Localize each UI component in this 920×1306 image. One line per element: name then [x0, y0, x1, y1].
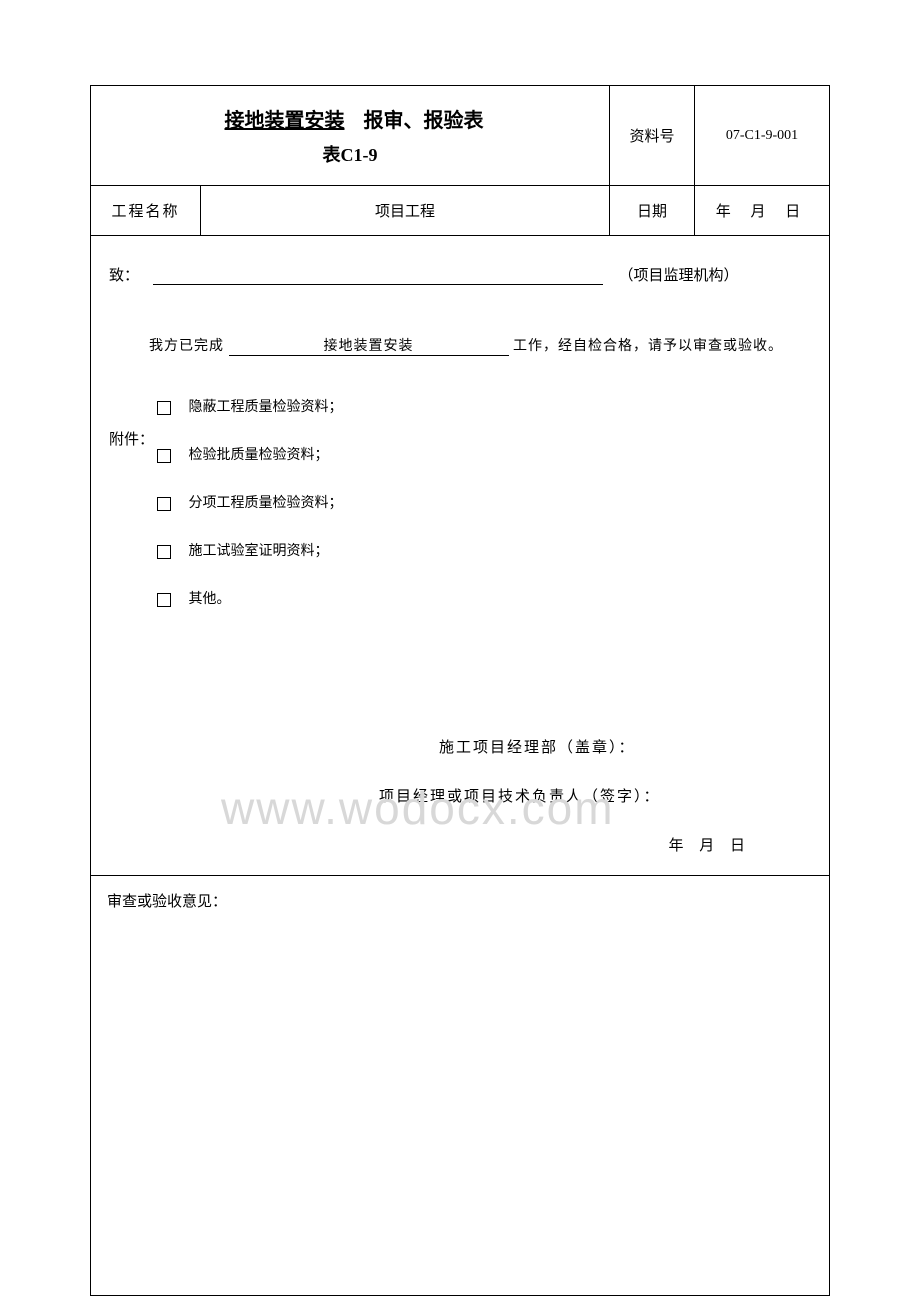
date-label: 日期: [610, 186, 695, 236]
date-value: 年 月 日: [695, 186, 830, 236]
doc-no-value: 07-C1-9-001: [695, 86, 830, 186]
to-suffix: （项目监理机构）: [619, 268, 739, 284]
project-name-label: 工程名称: [91, 186, 201, 236]
attach-text: 隐蔽工程质量检验资料；: [189, 400, 343, 415]
completion-prefix: 我方已完成: [149, 339, 224, 354]
info-row: 工程名称 项目工程 日期 年 月 日: [91, 186, 830, 236]
to-blank[interactable]: [153, 269, 603, 285]
attach-text: 施工试验室证明资料；: [189, 544, 329, 559]
body-row: 致： （项目监理机构） 我方已完成 接地装置安装 工作，经自检合格，请予以审查或…: [91, 236, 830, 876]
title-underlined: 接地装置安装: [217, 110, 353, 132]
attach-item: 其他。: [157, 588, 811, 608]
to-line: 致： （项目监理机构）: [109, 264, 811, 285]
attach-item: 隐蔽工程质量检验资料；: [157, 396, 811, 416]
completion-work: 接地装置安装: [229, 335, 509, 356]
attach-text: 检验批质量检验资料；: [189, 448, 329, 463]
body-cell: 致： （项目监理机构） 我方已完成 接地装置安装 工作，经自检合格，请予以审查或…: [91, 236, 830, 876]
attach-text: 分项工程质量检验资料；: [189, 496, 343, 511]
form-table: 接地装置安装 报审、报验表 表C1-9 资料号 07-C1-9-001 工程名称…: [90, 85, 830, 1296]
header-row: 接地装置安装 报审、报验表 表C1-9 资料号 07-C1-9-001: [91, 86, 830, 186]
attach-text: 其他。: [189, 592, 231, 607]
review-row: 审查或验收意见：: [91, 876, 830, 1296]
checkbox-icon[interactable]: [157, 593, 171, 607]
completion-suffix: 工作，经自检合格，请予以审查或验收。: [513, 339, 783, 354]
sign-date: 年 月 日: [109, 834, 771, 855]
attach-item: 施工试验室证明资料；: [157, 540, 811, 560]
sign-dept: 施工项目经理部（盖章）：: [109, 736, 771, 757]
attachments-section: 附件： 隐蔽工程质量检验资料； 检验批质量检验资料；: [109, 396, 811, 636]
attach-list: 隐蔽工程质量检验资料； 检验批质量检验资料； 分项工程质量检验资料；: [157, 396, 811, 636]
review-label: 审查或验收意见：: [107, 894, 227, 910]
checkbox-icon[interactable]: [157, 497, 171, 511]
attach-label: 附件：: [109, 428, 157, 449]
sign-person: 项目经理或项目技术负责人（签字）：: [109, 785, 771, 806]
to-label: 致：: [109, 264, 149, 285]
form-code: 表C1-9: [91, 141, 609, 167]
title-suffix: 报审、报验表: [358, 110, 484, 132]
checkbox-icon[interactable]: [157, 545, 171, 559]
review-cell: 审查或验收意见：: [91, 876, 830, 1296]
completion-line: 我方已完成 接地装置安装 工作，经自检合格，请予以审查或验收。: [149, 335, 811, 356]
signature-block: 施工项目经理部（盖章）： 项目经理或项目技术负责人（签字）： 年 月 日: [109, 736, 811, 855]
document-page: 接地装置安装 报审、报验表 表C1-9 资料号 07-C1-9-001 工程名称…: [0, 0, 920, 1296]
checkbox-icon[interactable]: [157, 401, 171, 415]
doc-no-label: 资料号: [610, 86, 695, 186]
checkbox-icon[interactable]: [157, 449, 171, 463]
project-name-value: 项目工程: [201, 186, 610, 236]
attach-item: 分项工程质量检验资料；: [157, 492, 811, 512]
attach-item: 检验批质量检验资料；: [157, 444, 811, 464]
form-title-cell: 接地装置安装 报审、报验表 表C1-9: [91, 86, 610, 186]
